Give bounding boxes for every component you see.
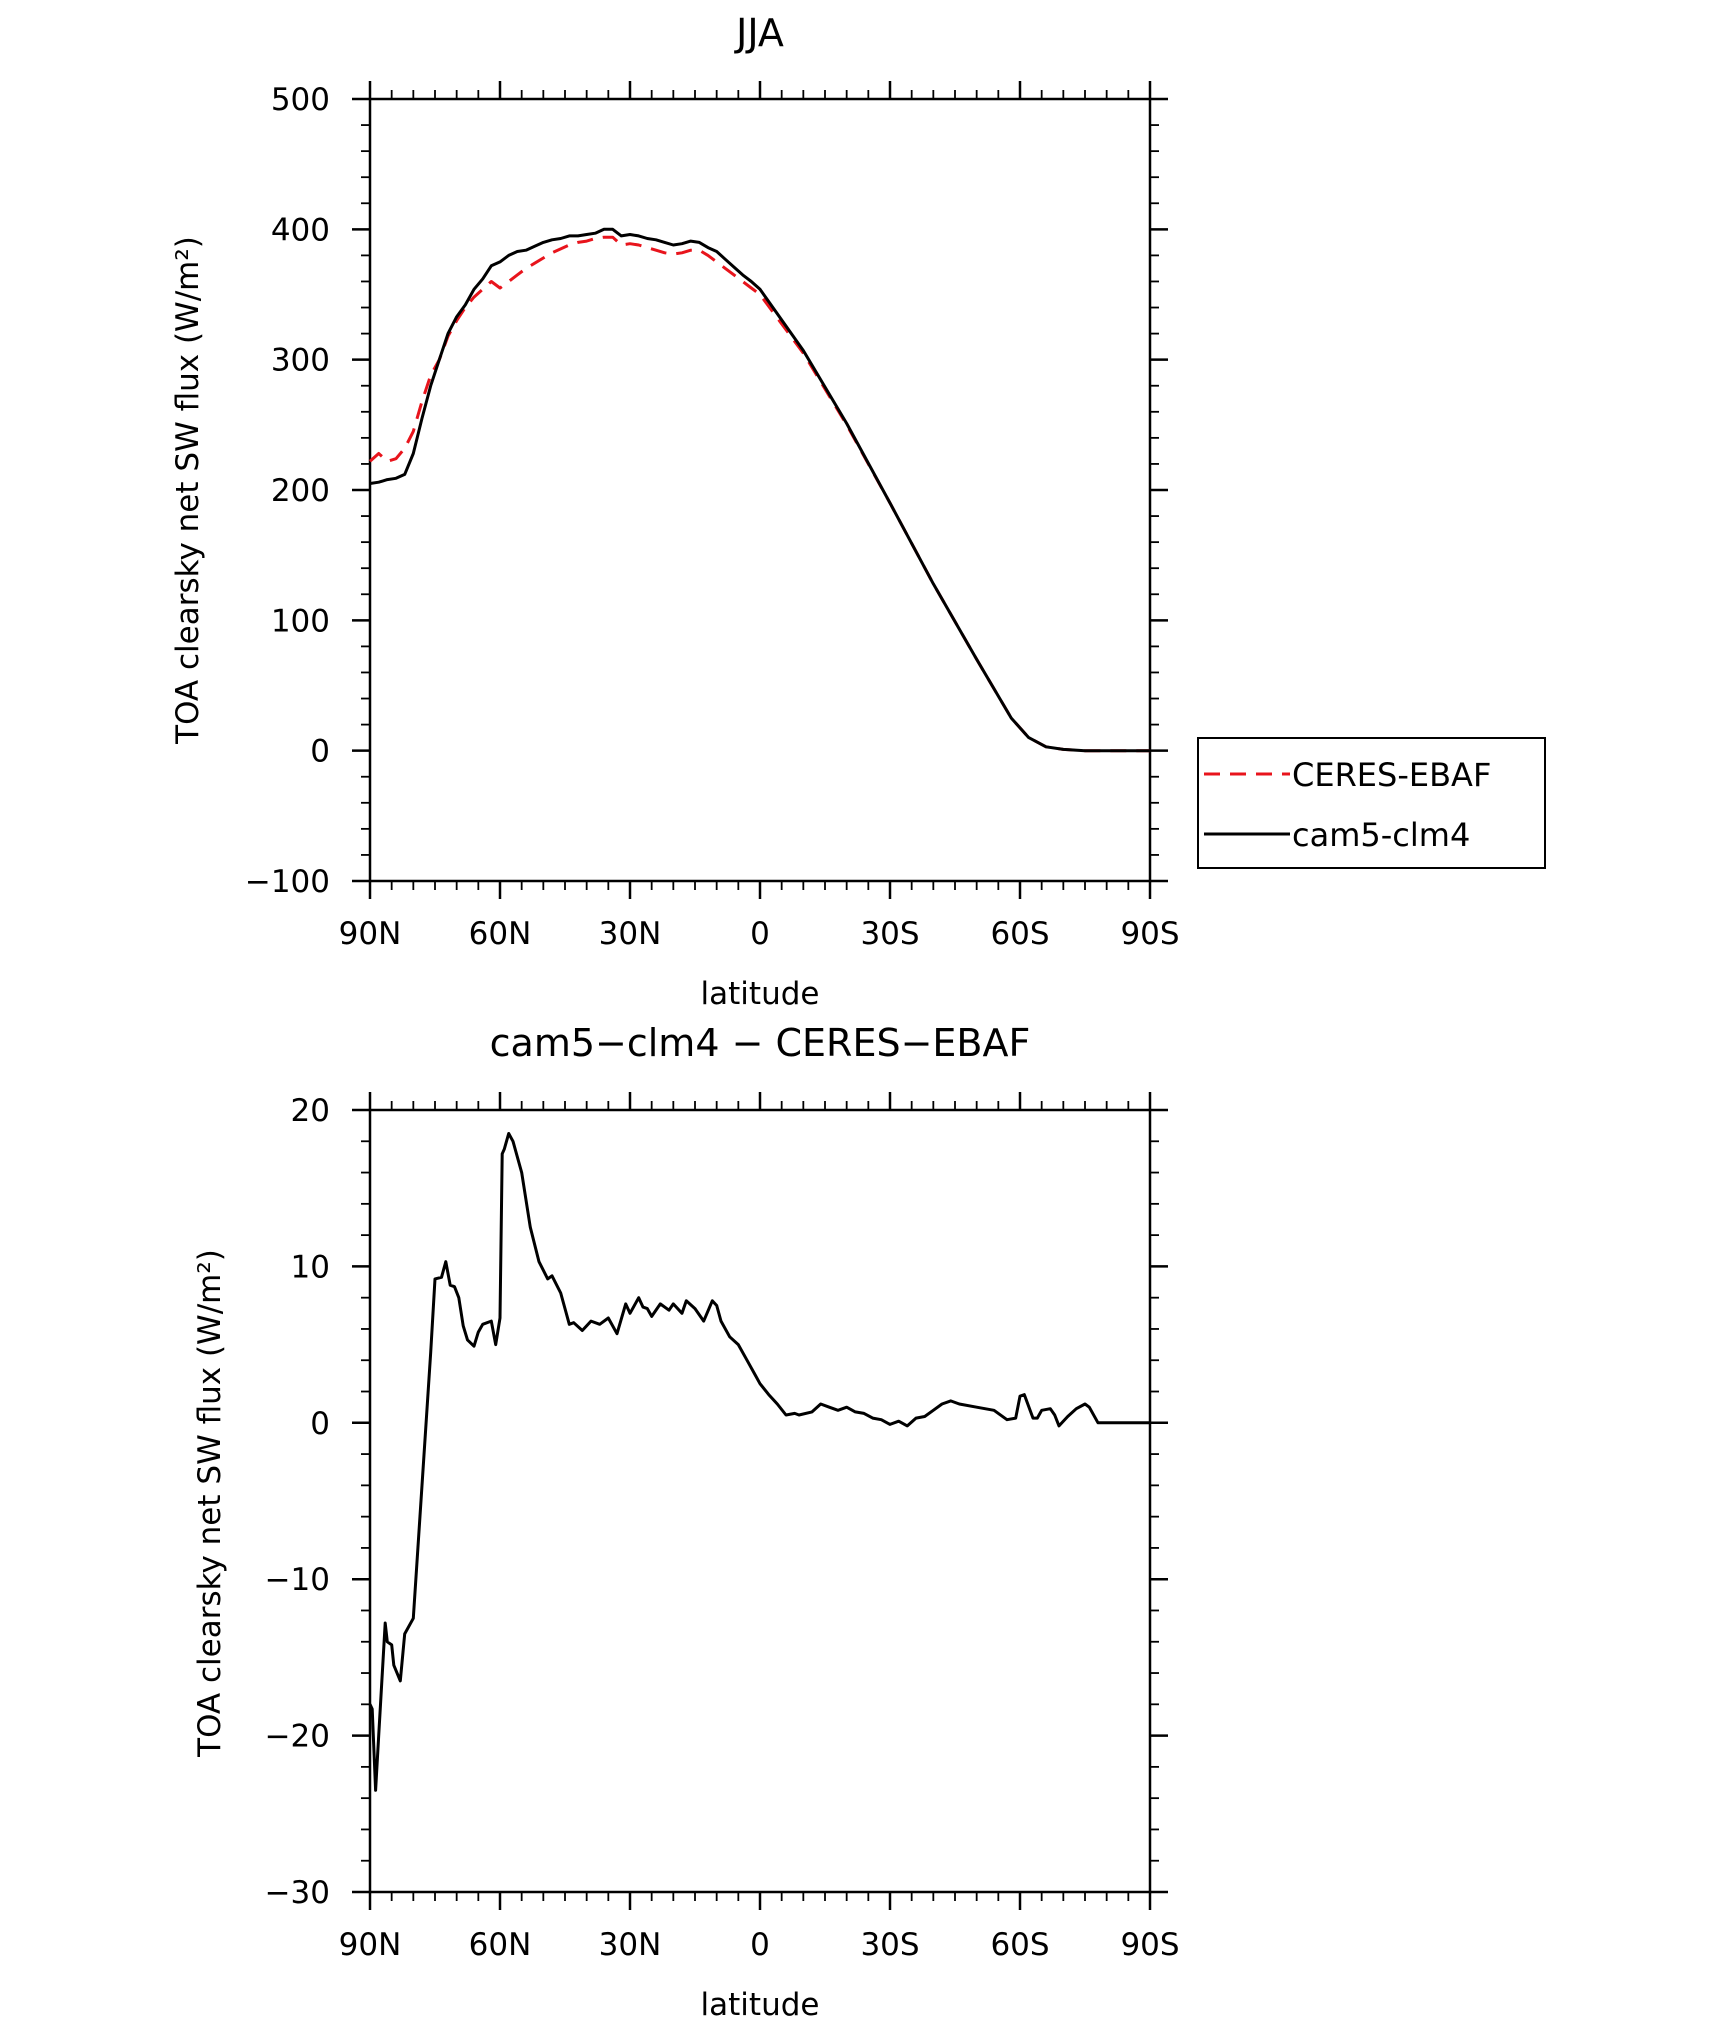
top-chart: JJA 90N 60N 30N 0 30S 60S 90S 500 400 300 200 100 0… (170, 11, 1546, 1012)
top-chart-title: JJA (734, 11, 784, 55)
top-y-axis-label: TOA clearsky net SW flux (W/m²) (170, 236, 206, 745)
y-tick-label: 10 (291, 1249, 330, 1285)
x-tick-label: 30N (599, 1927, 662, 1963)
x-tick-label: 0 (750, 1927, 770, 1963)
series-line-cam5-clm4 (369, 227, 1150, 753)
bottom-y-axis-label: TOA clearsky net SW flux (W/m²) (192, 1249, 228, 1758)
y-tick-label: 0 (310, 734, 330, 770)
y-tick-label: 500 (271, 82, 330, 118)
top-series (368, 227, 1150, 753)
bottom-x-axis-label: latitude (701, 1987, 820, 2021)
top-x-ticks: 90N 60N 30N 0 30S 60S 90S (339, 81, 1180, 952)
x-tick-label: 60S (990, 916, 1049, 952)
x-tick-label: 30N (599, 916, 662, 952)
x-tick-label: 90S (1120, 916, 1179, 952)
y-tick-label: 0 (310, 1406, 330, 1442)
x-tick-label: 60N (469, 1927, 532, 1963)
bottom-chart: cam5−clm4 − CERES−EBAF 90N 60N 30N 0 30S 60S 9… (192, 1021, 1180, 2021)
legend-box (1197, 737, 1546, 869)
y-tick-label: 20 (291, 1093, 330, 1129)
legend-label-cam5-clm4: cam5-clm4 (1292, 816, 1470, 854)
y-tick-label: −10 (265, 1562, 330, 1598)
top-y-ticks: 500 400 300 200 100 0 −100 (245, 82, 1168, 900)
bottom-series (368, 1132, 1150, 1792)
x-tick-label: 90N (339, 916, 402, 952)
x-tick-label: 90N (339, 1927, 402, 1963)
y-tick-label: 100 (271, 603, 330, 639)
x-tick-label: 30S (860, 916, 919, 952)
x-tick-label: 0 (750, 916, 770, 952)
legend: CERES-EBAF cam5-clm4 (1197, 737, 1546, 869)
series-line-series-0 (368, 1132, 1150, 1792)
y-tick-label: 200 (271, 473, 330, 509)
top-x-axis-label: latitude (701, 976, 820, 1012)
x-tick-label: 60S (990, 1927, 1049, 1963)
y-tick-label: −20 (265, 1719, 330, 1755)
x-tick-label: 90S (1120, 1927, 1179, 1963)
bottom-x-ticks: 90N 60N 30N 0 30S 60S 90S (339, 1092, 1180, 1963)
y-tick-label: 400 (271, 212, 330, 248)
y-tick-label: −100 (245, 864, 330, 900)
bottom-chart-title: cam5−clm4 − CERES−EBAF (490, 1021, 1031, 1065)
bottom-y-ticks: 20 10 0 −10 −20 −30 (265, 1093, 1168, 1911)
y-tick-label: −30 (265, 1875, 330, 1911)
legend-label-ceres-ebaf: CERES-EBAF (1292, 756, 1491, 794)
bottom-plot-frame (368, 1108, 1152, 1894)
y-tick-label: 300 (271, 343, 330, 379)
top-plot-frame (368, 97, 1152, 883)
x-tick-label: 60N (469, 916, 532, 952)
x-tick-label: 30S (860, 1927, 919, 1963)
series-line-ceres-ebaf (368, 235, 1150, 753)
